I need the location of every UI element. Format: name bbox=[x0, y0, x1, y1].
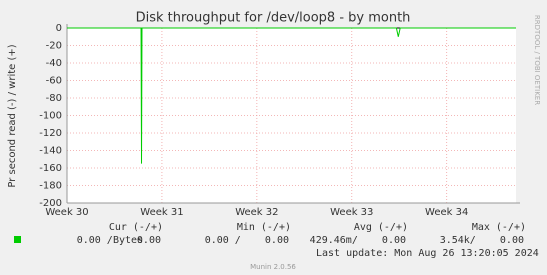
y-tick-label: -120 bbox=[39, 128, 62, 139]
y-tick-label: -80 bbox=[46, 93, 62, 104]
data-line bbox=[67, 27, 516, 164]
legend-label: Bytes bbox=[113, 235, 143, 246]
x-tick-label: Week 32 bbox=[235, 207, 278, 218]
legend-header: Max (-/+) bbox=[472, 222, 526, 233]
legend-cell: 429.46m/ 0.00 bbox=[310, 235, 406, 246]
y-tick-label: -180 bbox=[39, 181, 62, 192]
x-tick-label: Week 31 bbox=[140, 207, 183, 218]
legend-header: Cur (-/+) bbox=[109, 222, 163, 233]
y-tick-label: -200 bbox=[39, 198, 62, 209]
legend-cell: 0.00 / 0.00 bbox=[77, 235, 161, 246]
legend-cell: 3.54k/ 0.00 bbox=[440, 235, 524, 246]
legend-swatch bbox=[14, 236, 21, 243]
y-tick-label: -140 bbox=[39, 146, 62, 157]
chart-title: Disk throughput for /dev/loop8 - by mont… bbox=[136, 11, 411, 26]
side-text: RRDTOOL / TOBI OETIKER bbox=[533, 15, 541, 105]
legend-header: Avg (-/+) bbox=[354, 222, 408, 233]
x-tick-label: Week 33 bbox=[330, 207, 373, 218]
x-tick-label: Week 30 bbox=[45, 207, 88, 218]
y-tick-label: -20 bbox=[46, 41, 62, 52]
y-tick-label: -60 bbox=[46, 76, 62, 87]
y-tick-label: -100 bbox=[39, 111, 62, 122]
legend-header: Min (-/+) bbox=[237, 222, 291, 233]
last-update: Last update: Mon Aug 26 13:20:05 2024 bbox=[316, 248, 539, 259]
y-tick-label: 0 bbox=[56, 23, 62, 34]
y-axis-label: Pr second read (-) / write (+) bbox=[7, 44, 18, 187]
y-tick-label: -160 bbox=[39, 163, 62, 174]
footer: Munin 2.0.56 bbox=[250, 263, 296, 271]
x-tick-label: Week 34 bbox=[425, 207, 468, 218]
y-tick-label: -40 bbox=[46, 58, 62, 69]
legend-cell: 0.00 / 0.00 bbox=[205, 235, 289, 246]
